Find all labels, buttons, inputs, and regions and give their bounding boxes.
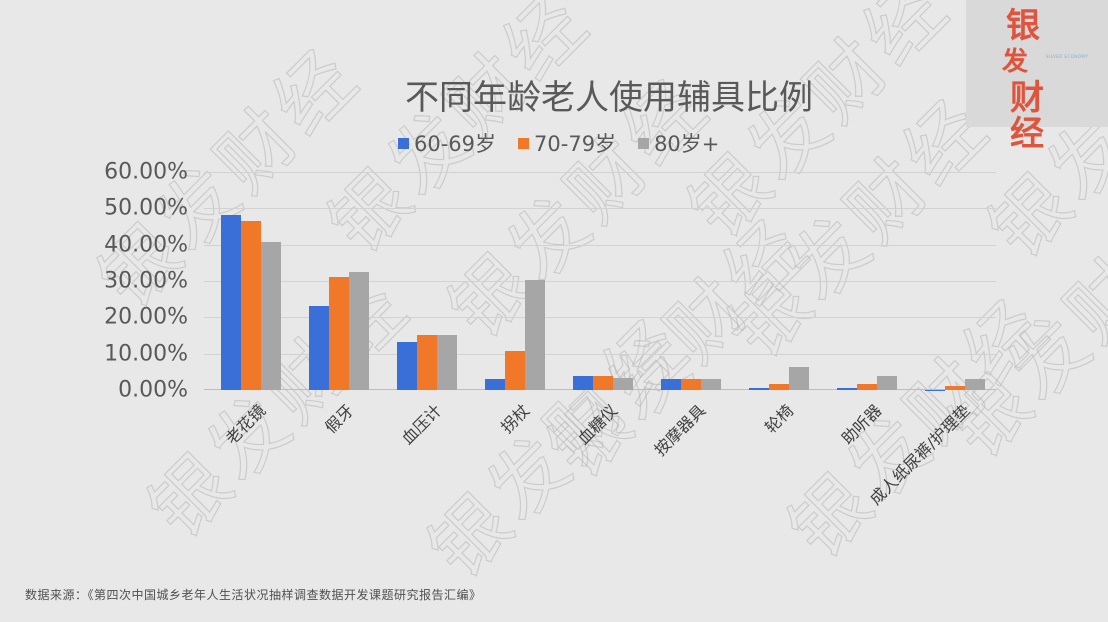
x-tick-label: 按摩器具	[650, 400, 710, 460]
logo-char-3: 财经	[1010, 78, 1044, 154]
y-tick-label: 50.00%	[104, 195, 188, 221]
y-tick-label: 30.00%	[104, 268, 188, 294]
bar	[485, 378, 505, 390]
bar	[525, 279, 545, 390]
logo-text: 银 发 财经	[1002, 6, 1076, 154]
y-tick-label: 10.00%	[104, 341, 188, 367]
bar	[261, 241, 281, 390]
x-tick-label: 血糖仪	[573, 400, 622, 449]
legend-label: 80岁+	[654, 132, 720, 156]
bar	[945, 386, 965, 390]
legend-swatch-orange	[518, 137, 530, 149]
bar	[437, 334, 457, 390]
bar	[329, 276, 349, 390]
gridline	[204, 317, 996, 318]
legend-item-70-79: 70-79岁	[518, 128, 616, 158]
legend-swatch-blue	[398, 137, 409, 149]
x-tick-label: 轮椅	[761, 400, 798, 437]
bar	[681, 378, 701, 390]
x-tick-label: 假牙	[321, 400, 358, 437]
legend-item-80-plus: 80岁+	[638, 128, 719, 158]
bar	[397, 342, 417, 390]
chart-title: 不同年龄老人使用辅具比例	[405, 78, 813, 118]
logo-subtext: SILVER ECONOMY	[1046, 54, 1089, 59]
gridline	[204, 281, 996, 282]
gridline	[204, 172, 996, 173]
logo-char-2: 发	[1002, 47, 1029, 77]
legend-item-60-69: 60-69岁	[398, 128, 496, 158]
x-tick-label: 老花镜	[221, 400, 270, 449]
y-tick-label: 20.00%	[104, 304, 188, 330]
y-tick-label: 0.00%	[118, 377, 188, 403]
bar	[309, 305, 329, 390]
y-tick-label: 40.00%	[104, 232, 188, 258]
bar	[593, 376, 613, 390]
bar	[613, 377, 633, 390]
legend-label: 70-79岁	[534, 132, 617, 156]
gridline	[204, 245, 996, 246]
bar	[701, 379, 721, 390]
bar	[349, 271, 369, 390]
logo-char-1: 银	[1006, 6, 1040, 46]
x-tick-label: 血压计	[397, 400, 446, 449]
x-tick-label: 助听器	[837, 400, 886, 449]
bar	[769, 384, 789, 390]
gridline	[204, 208, 996, 209]
bar	[965, 379, 985, 390]
gridline	[204, 354, 996, 355]
bar	[925, 389, 945, 391]
bar	[221, 214, 241, 390]
legend-label: 60-69岁	[414, 132, 497, 156]
bar	[749, 388, 769, 390]
legend-swatch-gray	[638, 137, 650, 149]
data-source-note: 数据来源：《第四次中国城乡老年人生活状况抽样调查数据开发课题研究报告汇编》	[25, 588, 482, 602]
y-tick-label: 60.00%	[104, 159, 188, 185]
bar	[241, 220, 261, 390]
bar	[573, 376, 593, 390]
bar	[837, 388, 857, 390]
bar	[877, 376, 897, 390]
bar	[505, 351, 525, 390]
chart-legend: 60-69岁 70-79岁 80岁+	[398, 128, 719, 158]
bar	[857, 384, 877, 390]
x-tick-label: 拐杖	[497, 400, 534, 437]
brand-logo: 银 发 财经 SILVER ECONOMY	[966, 0, 1108, 152]
bar	[417, 334, 437, 390]
bar	[661, 379, 681, 390]
bar	[789, 367, 809, 390]
